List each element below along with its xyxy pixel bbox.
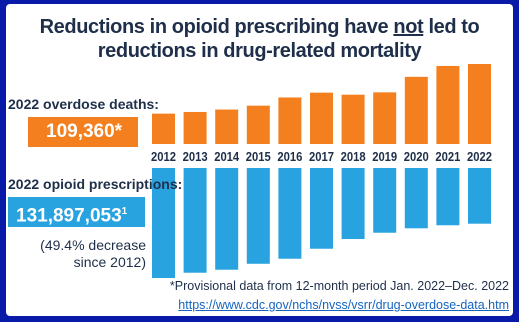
deaths-bar-2020 xyxy=(404,76,428,144)
deaths-bar-2022 xyxy=(468,64,491,144)
year-label-2015: 2015 xyxy=(246,150,271,164)
deaths-bar-2015 xyxy=(246,105,270,144)
prescriptions-bar-2020 xyxy=(404,168,428,229)
deaths-bar-2018 xyxy=(341,94,365,144)
prescriptions-bar-2013 xyxy=(183,168,207,273)
year-label-2012: 2012 xyxy=(151,150,176,164)
decrease-note: (49.4% decrease since 2012) xyxy=(36,237,146,271)
deaths-value: 109,360* xyxy=(46,121,123,142)
deaths-value-box: 109,360* xyxy=(28,117,138,147)
prescriptions-bar-2014 xyxy=(215,168,239,270)
title-before: Reductions in opioid prescribing have xyxy=(39,16,394,38)
prescriptions-bar-2019 xyxy=(373,168,397,233)
year-label-2014: 2014 xyxy=(214,150,239,164)
title-emphasis: not xyxy=(393,16,424,38)
year-label-2018: 2018 xyxy=(341,150,366,164)
deaths-bar-2012 xyxy=(152,113,175,144)
footnote: *Provisional data from 12-month period J… xyxy=(169,279,509,293)
prescriptions-footnote-marker: 1 xyxy=(121,206,128,217)
deaths-bar-2013 xyxy=(183,111,207,144)
title-line-2: reductions in drug-related mortality xyxy=(97,40,422,62)
title-after: led to xyxy=(423,16,480,38)
deaths-bar-2021 xyxy=(436,65,460,144)
prescriptions-value: 131,897,053 xyxy=(16,205,122,227)
deaths-bar-2014 xyxy=(215,109,239,144)
deaths-bar-2016 xyxy=(278,97,302,144)
prescriptions-value-box: 131,897,0531 xyxy=(8,197,145,227)
deaths-label: 2022 overdose deaths: xyxy=(8,96,159,112)
prescriptions-bar-2012 xyxy=(152,168,175,278)
decrease-note-line-2: since 2012) xyxy=(73,254,146,270)
prescriptions-label: 2022 opioid prescriptions: xyxy=(8,176,183,192)
prescriptions-bar-2018 xyxy=(341,168,365,240)
decrease-note-line-1: (49.4% decrease xyxy=(40,237,146,253)
year-label-2021: 2021 xyxy=(435,150,460,164)
prescriptions-bar-2021 xyxy=(436,168,460,226)
year-label-2022: 2022 xyxy=(467,150,492,164)
year-label-2017: 2017 xyxy=(309,150,334,164)
year-label-2016: 2016 xyxy=(277,150,302,164)
title-line-1: Reductions in opioid prescribing have no… xyxy=(6,16,513,38)
deaths-bar-2017 xyxy=(310,92,333,144)
prescriptions-bar-2015 xyxy=(246,168,270,264)
source-link[interactable]: https://www.cdc.gov/nchs/nvss/vsrr/drug-… xyxy=(178,298,509,312)
year-label-2019: 2019 xyxy=(372,150,397,164)
infographic-card: Reductions in opioid prescribing have no… xyxy=(6,4,513,316)
prescriptions-bar-2016 xyxy=(278,168,302,259)
bar-chart: 2012 2013 2014 2015 2016 2017 2018 2019 2020 2021… xyxy=(151,64,492,278)
deaths-bar-2019 xyxy=(373,92,397,144)
prescriptions-bar-2017 xyxy=(310,168,333,249)
year-label-2020: 2020 xyxy=(404,150,429,164)
prescriptions-bar-2022 xyxy=(468,168,491,224)
year-label-2013: 2013 xyxy=(183,150,208,164)
